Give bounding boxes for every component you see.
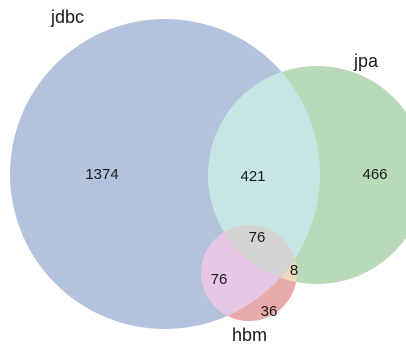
- hbm-set-label: hbm: [232, 325, 267, 345]
- jdbc-set-label: jdbc: [50, 7, 84, 27]
- jpa-only-count: 466: [362, 166, 387, 183]
- jdbc-hbm-count: 76: [211, 271, 228, 288]
- jdbc-jpa-count: 421: [240, 168, 265, 185]
- jpa-set-label: jpa: [353, 51, 379, 71]
- jpa-hbm-count: 8: [290, 262, 298, 279]
- hbm-only-count: 36: [261, 303, 278, 320]
- jdbc-only-count: 1374: [85, 166, 118, 183]
- all-sets-count: 76: [249, 229, 266, 246]
